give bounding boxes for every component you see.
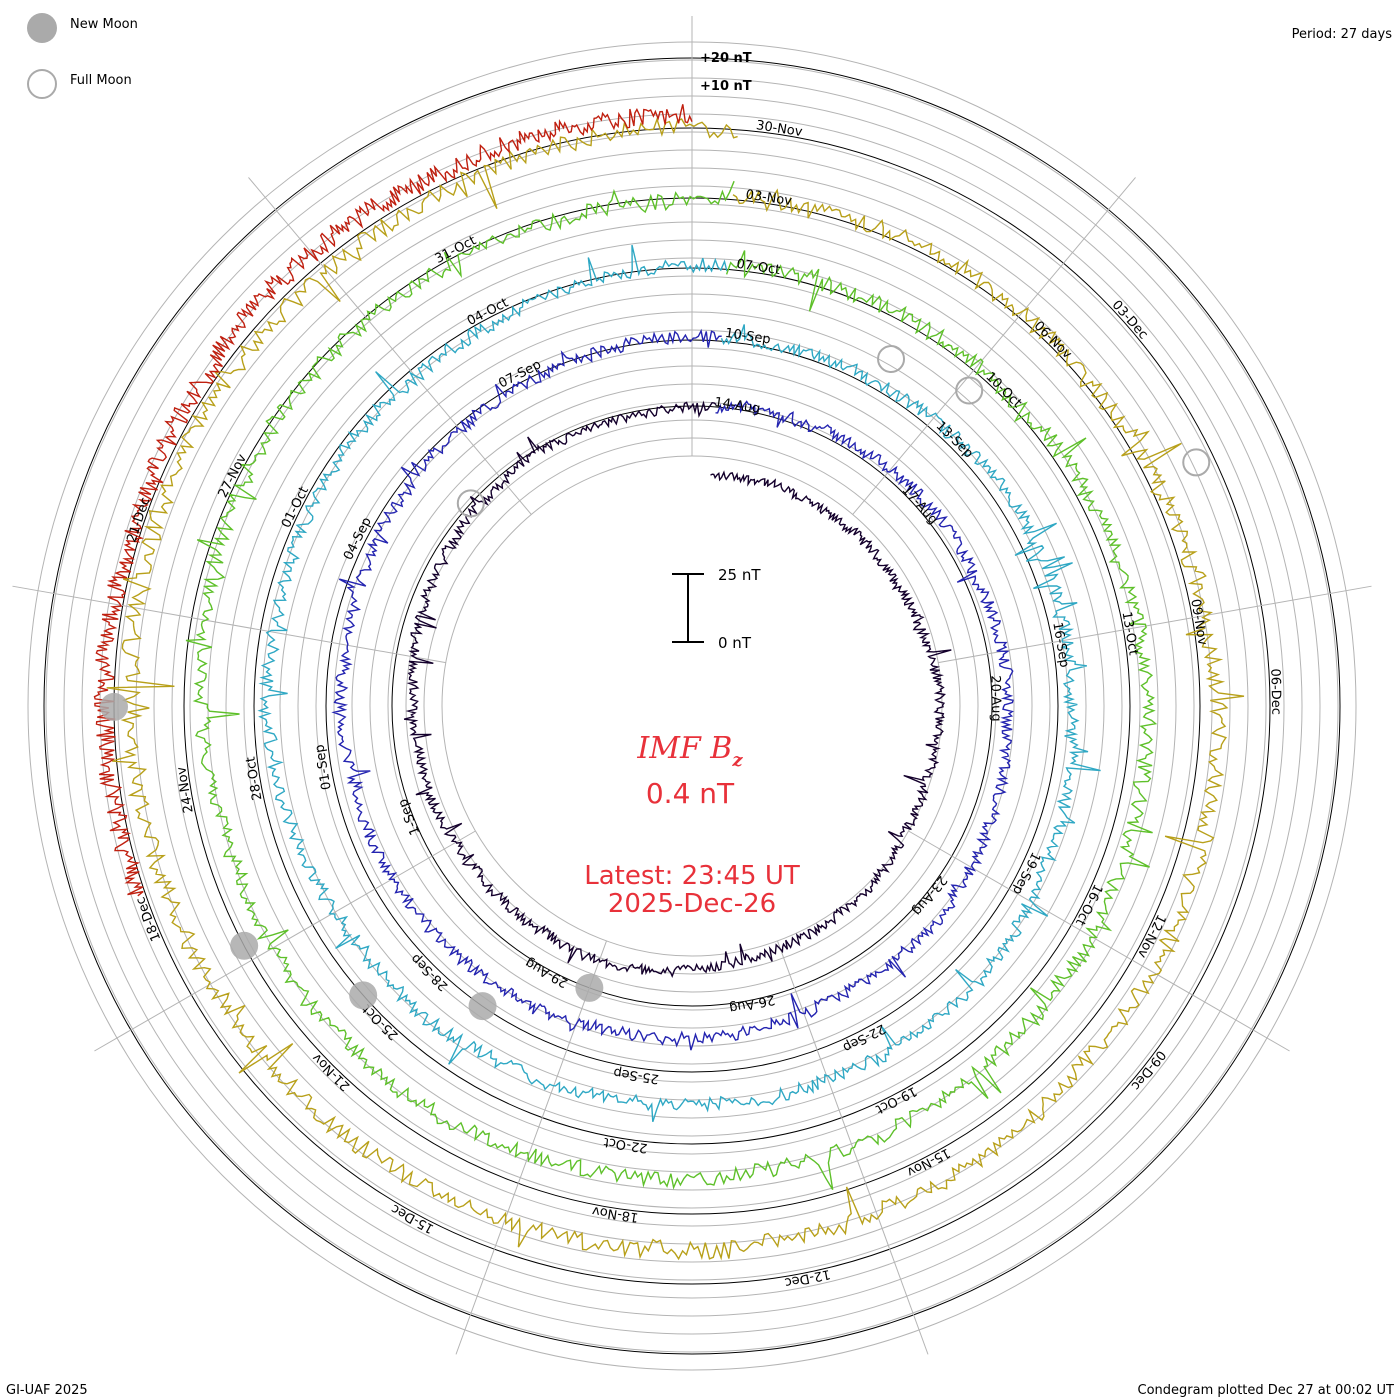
date-label: 13-Oct — [1119, 611, 1141, 657]
new-moon-marker — [230, 931, 259, 960]
date-label: 23-Aug — [909, 872, 950, 918]
date-label: 20-Aug — [987, 675, 1003, 722]
credit-label: GI-UAF 2025 — [6, 1383, 88, 1398]
day-spoke — [908, 830, 1290, 1052]
day-spoke — [852, 177, 1136, 515]
date-label: 18-Dec — [133, 895, 164, 944]
new-moon-icon — [27, 13, 57, 43]
full-moon-marker — [877, 345, 906, 374]
date-label: 22-Oct — [603, 1134, 649, 1155]
day-spoke — [94, 830, 476, 1052]
date-label: 25-Sep — [612, 1064, 659, 1086]
scale-plus20: +20 nT — [700, 51, 752, 66]
latest-date: 2025-Dec-26 — [608, 889, 776, 919]
day-spoke — [12, 585, 446, 664]
date-label: 13-Sep — [933, 419, 976, 462]
data-traces — [93, 104, 1245, 1261]
date-label: 04-Sep — [341, 515, 375, 563]
new-moon-marker — [575, 973, 604, 1002]
day-spoke — [938, 585, 1372, 664]
date-label: 26-Aug — [728, 992, 776, 1016]
scale-plus10: +10 nT — [700, 79, 752, 94]
new-moon-label: New Moon — [70, 17, 138, 32]
trace-cycle-1 — [403, 400, 952, 978]
scale-bar-top: 25 nT — [718, 566, 761, 584]
full-moon-label: Full Moon — [70, 73, 132, 88]
date-label: 16-Sep — [1049, 621, 1071, 669]
grid-ring — [351, 365, 1033, 1047]
date-label: 03-Nov — [745, 187, 794, 209]
date-label: 06-Nov — [1031, 319, 1075, 363]
current-value: 0.4 nT — [646, 777, 735, 810]
date-label: 27-Nov — [216, 452, 250, 501]
date-label: 07-Oct — [735, 257, 781, 278]
trace-cycle-2 — [331, 328, 1015, 1051]
date-label: 10-Oct — [982, 369, 1024, 411]
date-label: 06-Dec — [1267, 668, 1283, 715]
date-label: 28-Oct — [243, 756, 265, 802]
trace-cycle-4 — [185, 180, 1158, 1190]
grid-ring — [369, 383, 1015, 1029]
day-spoke — [455, 940, 607, 1355]
date-label: 29-Aug — [523, 955, 571, 990]
full-moon-icon — [27, 69, 57, 99]
plotted-label: Condegram plotted Dec 27 at 00:02 UT — [1138, 1383, 1395, 1398]
date-label: 03-Dec — [1109, 298, 1151, 343]
date-label: 12-Dec — [783, 1266, 831, 1290]
latest-time: Latest: 23:45 UT — [584, 861, 800, 891]
date-label: 09-Nov — [1187, 598, 1209, 647]
trace-cycle-5 — [106, 117, 1245, 1261]
full-moon-marker — [456, 489, 485, 518]
full-moon-marker — [955, 376, 984, 405]
new-moon-marker — [468, 992, 497, 1021]
date-label: 15-Nov — [904, 1145, 953, 1180]
date-label: 24-Nov — [174, 765, 196, 814]
date-label: 30-Nov — [755, 118, 804, 140]
quantity-title: IMF Bz — [636, 731, 743, 771]
date-label: 1-Sep — [396, 797, 424, 837]
moon-markers — [100, 345, 1211, 1021]
new-moon-marker — [349, 981, 378, 1010]
scale-bar-bottom: 0 nT — [718, 634, 752, 652]
date-label: 14-Aug — [713, 395, 761, 417]
date-label: 31-Oct — [433, 233, 479, 267]
day-spoke — [248, 177, 532, 515]
scale-bar — [672, 573, 704, 643]
period-label: Period: 27 days — [1292, 27, 1393, 42]
new-moon-marker — [100, 692, 129, 721]
date-label: 15-Dec — [389, 1201, 437, 1236]
date-label: 16-Oct — [1072, 882, 1105, 928]
date-label: 04-Oct — [465, 295, 511, 329]
date-label: 10-Sep — [724, 326, 771, 348]
full-moon-marker — [1182, 448, 1211, 477]
date-label: 12-Nov — [1134, 912, 1168, 961]
date-label: 21-Nov — [309, 1050, 353, 1094]
trace-cycle-3 — [257, 244, 1101, 1123]
date-label: 28-Sep — [408, 951, 451, 994]
date-label: 18-Nov — [591, 1203, 640, 1225]
date-label: 01-Sep — [312, 743, 334, 791]
